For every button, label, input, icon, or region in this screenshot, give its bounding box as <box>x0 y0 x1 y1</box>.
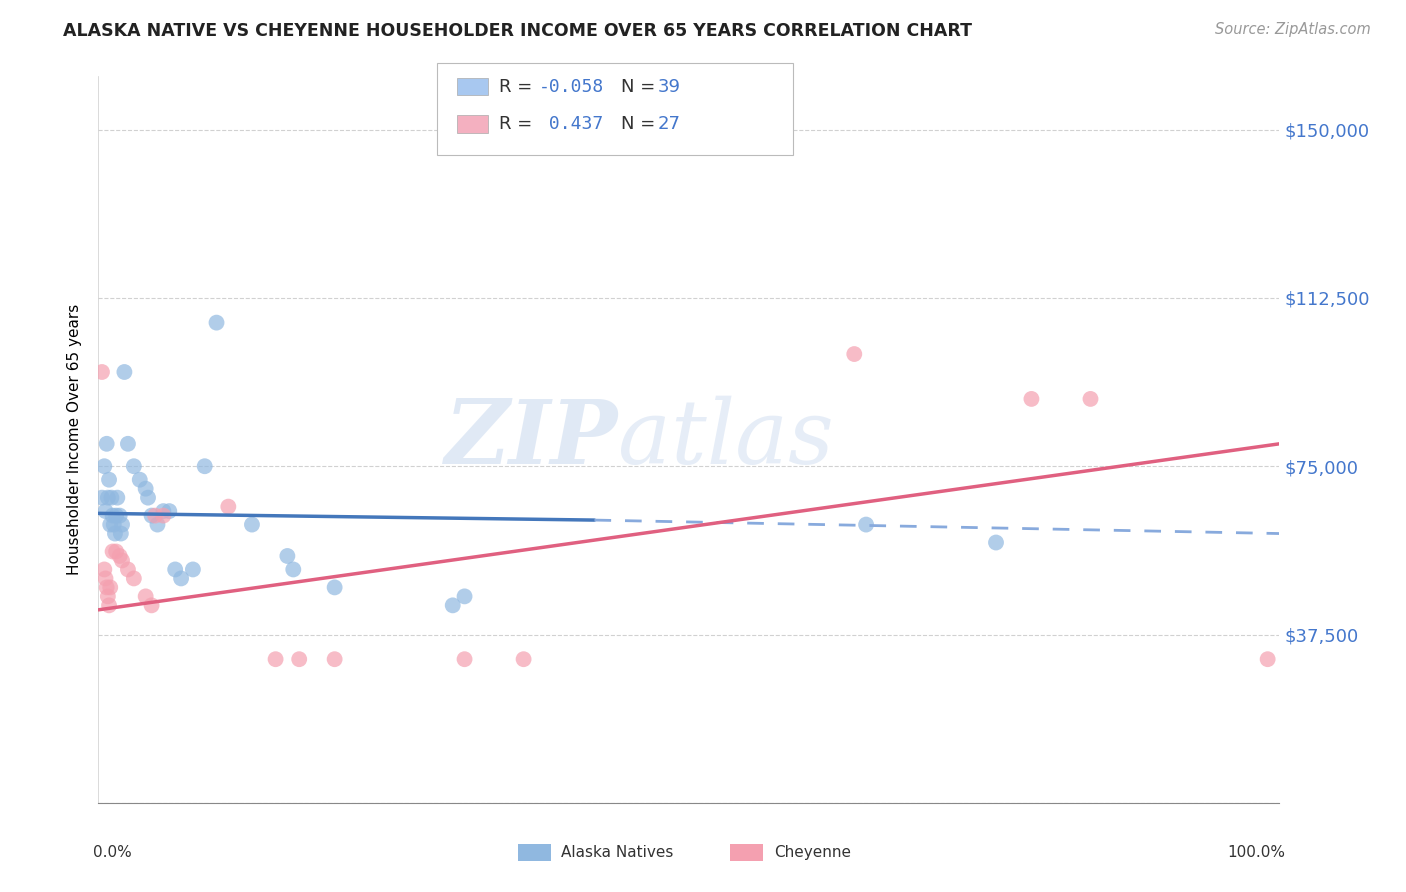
Point <box>97 590 120 604</box>
Point <box>98 517 121 532</box>
Point <box>264 652 287 666</box>
Text: atlas: atlas <box>619 396 834 483</box>
Point <box>453 652 475 666</box>
Text: Cheyenne: Cheyenne <box>773 845 851 860</box>
Point <box>288 652 311 666</box>
Point <box>101 544 124 558</box>
Text: 39: 39 <box>658 78 681 95</box>
Text: Source: ZipAtlas.com: Source: ZipAtlas.com <box>1215 22 1371 37</box>
Point <box>136 491 159 505</box>
Point <box>100 491 122 505</box>
Text: 0.437: 0.437 <box>538 115 603 133</box>
Point <box>205 316 228 330</box>
Point <box>93 459 115 474</box>
Text: -0.058: -0.058 <box>538 78 603 95</box>
Point <box>94 504 117 518</box>
Point <box>91 365 114 379</box>
Point <box>110 526 132 541</box>
Point <box>97 491 120 505</box>
Point <box>1257 652 1279 666</box>
Y-axis label: Householder Income Over 65 years: Householder Income Over 65 years <box>67 303 83 575</box>
Point <box>98 473 121 487</box>
Point <box>1021 392 1043 406</box>
Point <box>101 508 124 523</box>
Point <box>105 508 128 523</box>
Point <box>98 581 121 595</box>
Point <box>96 581 118 595</box>
Point <box>141 599 163 613</box>
Point <box>93 562 115 576</box>
Point <box>103 517 125 532</box>
Point <box>108 549 131 563</box>
Point <box>96 437 118 451</box>
Point <box>117 562 139 576</box>
Point <box>146 517 169 532</box>
Point <box>91 491 114 505</box>
Point <box>181 562 204 576</box>
Point <box>105 491 128 505</box>
Point <box>165 562 187 576</box>
Point <box>453 590 475 604</box>
Point <box>105 544 128 558</box>
Point <box>143 508 166 523</box>
Point <box>217 500 239 514</box>
FancyBboxPatch shape <box>517 844 551 861</box>
Point <box>108 508 131 523</box>
Text: R =: R = <box>499 115 538 133</box>
Point <box>122 459 145 474</box>
Point <box>128 473 150 487</box>
Point <box>98 599 121 613</box>
Point <box>323 581 346 595</box>
Point <box>152 508 174 523</box>
Text: Alaska Natives: Alaska Natives <box>561 845 673 860</box>
Point <box>135 482 157 496</box>
Point <box>194 459 217 474</box>
Point <box>112 365 135 379</box>
Point <box>283 562 305 576</box>
Text: 27: 27 <box>658 115 681 133</box>
Text: ALASKA NATIVE VS CHEYENNE HOUSEHOLDER INCOME OVER 65 YEARS CORRELATION CHART: ALASKA NATIVE VS CHEYENNE HOUSEHOLDER IN… <box>63 22 973 40</box>
Point <box>844 347 866 361</box>
Point <box>240 517 263 532</box>
Point <box>122 571 145 585</box>
Text: N =: N = <box>621 115 661 133</box>
Point <box>1080 392 1102 406</box>
Text: R =: R = <box>499 78 538 95</box>
Text: ZIP: ZIP <box>444 396 619 483</box>
Point <box>135 590 157 604</box>
Text: N =: N = <box>621 78 661 95</box>
Text: 100.0%: 100.0% <box>1227 845 1285 860</box>
Point <box>984 535 1007 549</box>
Point <box>152 504 174 518</box>
Point <box>276 549 298 563</box>
Point <box>141 508 163 523</box>
Text: 0.0%: 0.0% <box>93 845 131 860</box>
Point <box>104 526 127 541</box>
Point <box>111 517 134 532</box>
Point <box>323 652 346 666</box>
Point <box>94 571 117 585</box>
Point <box>157 504 180 518</box>
FancyBboxPatch shape <box>730 844 763 861</box>
Point <box>117 437 139 451</box>
Point <box>512 652 534 666</box>
Point <box>170 571 193 585</box>
Point <box>111 553 134 567</box>
Point <box>441 599 464 613</box>
Point <box>855 517 877 532</box>
